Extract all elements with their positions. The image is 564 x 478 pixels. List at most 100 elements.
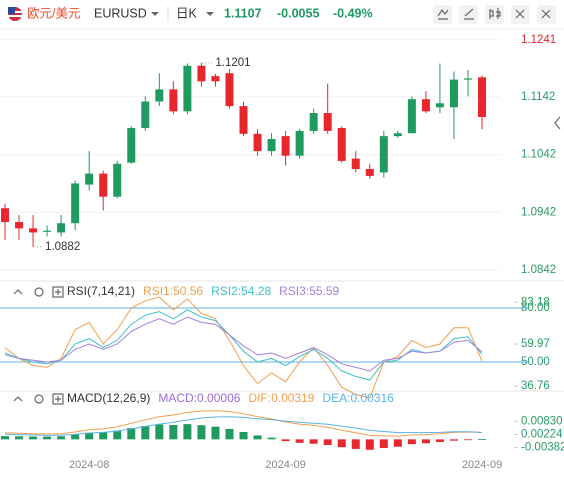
candle-body — [197, 65, 206, 82]
macd-bar — [337, 439, 346, 448]
candle-body — [99, 173, 108, 197]
candle-body — [127, 128, 136, 163]
macd-bar — [463, 439, 472, 441]
candle-body — [183, 65, 192, 112]
macd-bar — [99, 432, 108, 440]
macd-line — [4, 416, 483, 436]
macd-bar — [71, 434, 80, 440]
y-tick-label: 1.1142 — [521, 91, 555, 103]
legend-entry: RSI2:54.28 — [211, 284, 271, 298]
macd-bar — [29, 436, 38, 440]
macd-bar — [253, 435, 262, 440]
macd-bar — [57, 436, 66, 440]
candle-body — [253, 133, 262, 152]
change: -0.0055 — [277, 6, 319, 20]
y-tick-label: 1.0942 — [521, 206, 556, 218]
macd-bar — [393, 439, 402, 447]
legend-entry: MACD:0.00006 — [158, 391, 240, 405]
rsi-line — [4, 309, 483, 381]
macd-line — [4, 410, 483, 437]
candle-body — [337, 128, 346, 161]
candle-body — [323, 113, 332, 131]
legend-entry: DIF:0.00319 — [248, 391, 314, 405]
candle-body — [407, 99, 416, 134]
macd-bar — [113, 430, 122, 440]
y-tick-label: 59.97 — [521, 338, 550, 350]
flag-icon — [8, 7, 22, 21]
candle-body — [393, 133, 402, 137]
macd-bar — [309, 439, 318, 444]
macd-bar — [15, 436, 24, 440]
macd-bar — [239, 431, 248, 440]
candle-body — [57, 223, 66, 233]
x-tick-label: 2024-09 — [265, 459, 305, 471]
y-tick-label: 0.00830 — [521, 415, 563, 427]
pair-name[interactable]: 欧元/美元 — [27, 6, 80, 20]
candle-body — [365, 168, 374, 176]
candle-body — [379, 136, 388, 173]
candle-body — [169, 89, 178, 112]
macd-bar — [323, 439, 332, 445]
period[interactable]: 日K — [176, 6, 198, 20]
macd-bar — [281, 439, 290, 442]
macd-bar — [478, 439, 487, 441]
candle-body — [281, 136, 290, 156]
candle-body — [1, 208, 9, 223]
rsi-line — [4, 316, 483, 372]
y-tick-label: 0.00224 — [521, 429, 563, 441]
x-tick-label: 2024-09 — [462, 459, 502, 471]
macd-bar — [435, 439, 444, 442]
candle-body — [155, 89, 164, 102]
rsi-line — [4, 296, 483, 399]
macd-bar — [351, 439, 360, 449]
macd-bar — [183, 424, 192, 440]
candle-body — [295, 130, 304, 156]
toolbar[interactable] — [433, 5, 556, 24]
candle-body — [421, 99, 430, 112]
y-tick-label: 1.0842 — [521, 264, 556, 276]
candle-body — [211, 76, 220, 82]
y-tick-label: 36.76 — [521, 380, 550, 392]
candle-body — [43, 230, 52, 232]
legend-entry: DEA:0.00316 — [322, 391, 394, 405]
macd-bar — [155, 424, 164, 440]
price: 1.1107 — [224, 6, 262, 20]
candle-body — [435, 103, 444, 108]
low-label: 1.0882 — [45, 241, 80, 253]
macd-bar — [127, 428, 136, 440]
legend-entry: RSI3:55.59 — [279, 284, 339, 298]
indicator-title: MACD(12,26,9) — [67, 391, 150, 405]
y-tick-label: 1.1042 — [521, 149, 556, 161]
macd-bar — [43, 436, 52, 440]
collapse-arrow[interactable] — [554, 116, 561, 130]
candle-body — [478, 77, 487, 118]
macd-bar — [379, 439, 388, 449]
macd-bar — [267, 437, 276, 440]
macd-bar — [407, 439, 416, 445]
macd-bar — [225, 428, 234, 440]
candle-body — [267, 139, 276, 152]
indicator-title: RSI(7,14,21) — [67, 284, 135, 298]
candle-body — [15, 222, 24, 229]
rsi-icons[interactable] — [13, 286, 64, 298]
symbol[interactable]: EURUSD — [94, 6, 147, 20]
y-tick-label: 83.18 — [521, 296, 550, 308]
y-tick-label: 50.00 — [521, 356, 550, 368]
x-tick-label: 2024-08 — [69, 459, 109, 471]
candle-body — [29, 228, 38, 233]
macd-bar — [449, 439, 458, 441]
macd-icons[interactable] — [13, 393, 64, 405]
candle-body — [309, 113, 318, 131]
candle-body — [113, 163, 122, 197]
macd-bar — [141, 425, 150, 440]
dropdown-icon[interactable] — [151, 12, 159, 16]
candle-body — [463, 78, 472, 80]
macd-bar — [85, 432, 94, 440]
y-tick-label: -0.00382 — [521, 442, 564, 454]
candle-body — [449, 79, 458, 108]
dropdown-icon[interactable] — [206, 12, 214, 16]
macd-bar — [169, 425, 178, 440]
macd-bar — [1, 436, 9, 440]
candle-body — [141, 101, 150, 129]
